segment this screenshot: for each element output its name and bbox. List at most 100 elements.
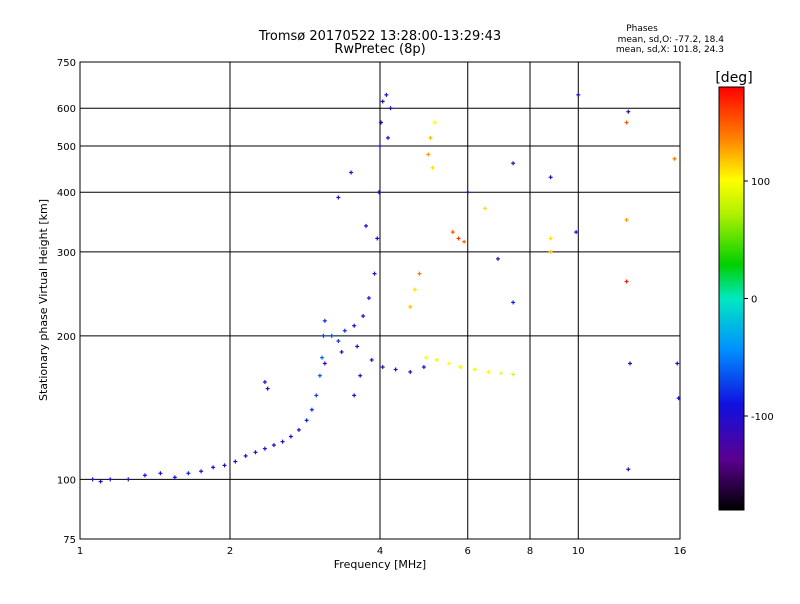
- chart-subtitle: RwPretec (8p): [334, 42, 425, 57]
- data-point: [262, 446, 267, 451]
- data-point: [472, 367, 477, 372]
- data-point: [317, 373, 322, 378]
- x-tick-label: 10: [572, 546, 585, 557]
- data-point: [576, 92, 581, 97]
- data-point: [320, 355, 325, 360]
- colorbar-tick-label: 0: [751, 295, 757, 306]
- data-point: [626, 467, 631, 472]
- data-point: [211, 465, 216, 470]
- data-point: [296, 427, 301, 432]
- data-point: [98, 479, 103, 484]
- legend-line-o: mean, sd,O: -77.2, 18.4: [618, 35, 725, 45]
- data-point: [432, 120, 437, 125]
- y-tick-label: 75: [63, 535, 76, 546]
- data-point: [462, 239, 467, 244]
- x-tick-labels: 1 2 4 6 8 10 16: [77, 546, 687, 557]
- data-point: [424, 355, 429, 360]
- legend-title: Phases: [626, 24, 658, 34]
- data-point: [385, 135, 390, 140]
- data-point: [624, 120, 629, 125]
- data-point: [672, 156, 677, 161]
- data-points: [90, 92, 681, 484]
- grid-lines: [80, 62, 680, 539]
- data-point: [430, 165, 435, 170]
- data-point: [355, 344, 360, 349]
- y-tick-label: 300: [57, 248, 76, 259]
- data-point: [388, 106, 393, 111]
- data-point: [626, 109, 631, 114]
- data-point: [271, 443, 276, 448]
- data-point: [511, 161, 516, 166]
- data-point: [421, 365, 426, 370]
- y-tick-label: 100: [57, 475, 76, 486]
- data-point: [342, 328, 347, 333]
- data-point: [458, 365, 463, 370]
- data-point: [574, 230, 579, 235]
- y-tick-label: 750: [57, 58, 76, 69]
- data-point: [233, 459, 238, 464]
- data-point: [288, 434, 293, 439]
- data-point: [511, 300, 516, 305]
- data-point: [548, 249, 553, 254]
- data-point: [456, 236, 461, 241]
- data-point: [375, 236, 380, 241]
- data-point: [450, 230, 455, 235]
- data-point: [384, 92, 389, 97]
- y-tick-label: 400: [57, 188, 76, 199]
- data-point: [426, 152, 431, 157]
- data-point: [548, 236, 553, 241]
- data-point: [321, 333, 326, 338]
- data-point: [372, 271, 377, 276]
- data-point: [483, 206, 488, 211]
- data-point: [90, 477, 95, 482]
- x-tick-label: 16: [674, 546, 687, 557]
- x-tick-label: 6: [465, 546, 471, 557]
- x-tick-label: 4: [377, 546, 383, 557]
- data-point: [280, 439, 285, 444]
- data-point: [336, 339, 341, 344]
- y-tick-labels: 75 100 200 300 400 500 600 750: [57, 58, 76, 546]
- data-point: [366, 296, 371, 301]
- colorbar-tick-label: 100: [751, 177, 770, 188]
- data-point: [329, 333, 334, 338]
- data-point: [548, 175, 553, 180]
- data-point: [486, 369, 491, 374]
- data-point: [158, 471, 163, 476]
- data-point: [108, 477, 113, 482]
- data-point: [126, 477, 131, 482]
- data-point: [243, 453, 248, 458]
- data-point: [314, 393, 319, 398]
- data-point: [352, 393, 357, 398]
- data-point: [222, 463, 227, 468]
- x-axis-label: Frequency [MHz]: [334, 558, 426, 571]
- x-tick-label: 2: [227, 546, 233, 557]
- data-point: [624, 217, 629, 222]
- data-point: [434, 357, 439, 362]
- data-point: [322, 318, 327, 323]
- data-point: [304, 418, 309, 423]
- x-tick-label: 8: [527, 546, 533, 557]
- data-point: [361, 314, 366, 319]
- data-point: [253, 450, 258, 455]
- data-point: [446, 361, 451, 366]
- data-point: [380, 365, 385, 370]
- data-point: [309, 407, 314, 412]
- data-point: [322, 361, 327, 366]
- data-point: [428, 135, 433, 140]
- legend-line-x: mean, sd,X: 101.8, 24.3: [616, 45, 724, 55]
- data-point: [465, 190, 470, 195]
- data-point: [511, 372, 516, 377]
- y-tick-label: 500: [57, 142, 76, 153]
- data-point: [336, 195, 341, 200]
- data-point: [412, 287, 417, 292]
- data-point: [142, 473, 147, 478]
- data-point: [172, 475, 177, 480]
- data-point: [379, 120, 384, 125]
- y-axis-label: Stationary phase Virtual Height [km]: [37, 199, 50, 401]
- chart-title: Tromsø 20170522 13:28:00-13:29:43: [258, 29, 501, 44]
- data-point: [417, 271, 422, 276]
- colorbar-tick-label: -100: [751, 412, 774, 423]
- data-point: [393, 367, 398, 372]
- colorbar: [718, 86, 745, 511]
